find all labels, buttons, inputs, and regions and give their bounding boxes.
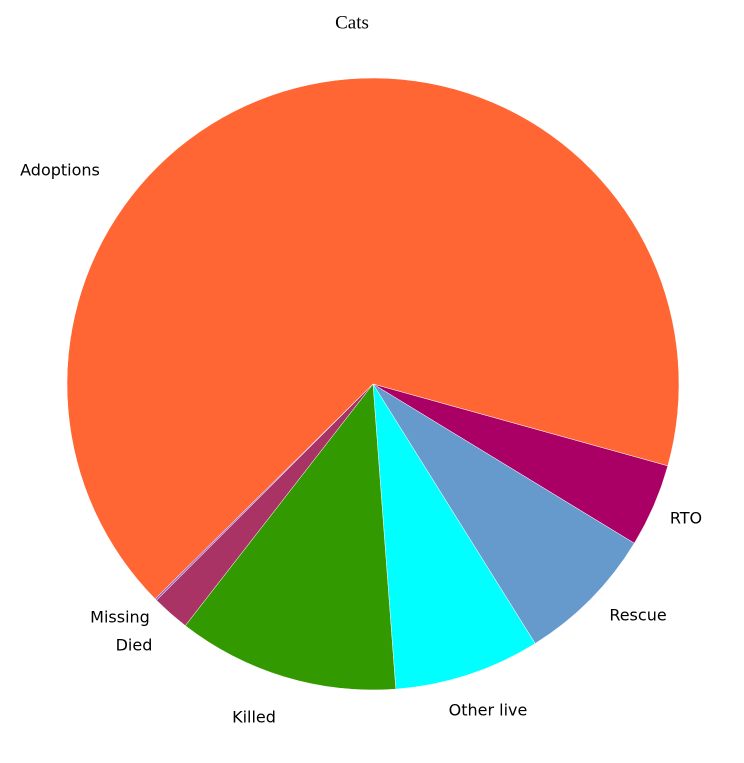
slice-label: Other live — [449, 701, 528, 720]
slice-label: Killed — [232, 708, 276, 727]
pie-slice — [154, 383, 374, 601]
pie-slice — [66, 77, 680, 600]
slice-label: Adoptions — [20, 161, 100, 180]
slice-label: Missing — [90, 608, 150, 627]
pie-slice — [372, 383, 536, 690]
pie-slice — [184, 383, 397, 691]
slice-label: Died — [116, 636, 153, 655]
slice-label: RTO — [670, 509, 702, 528]
pie-slice — [372, 383, 635, 644]
chart-title: Cats — [335, 12, 369, 33]
slice-label: Rescue — [609, 606, 666, 625]
